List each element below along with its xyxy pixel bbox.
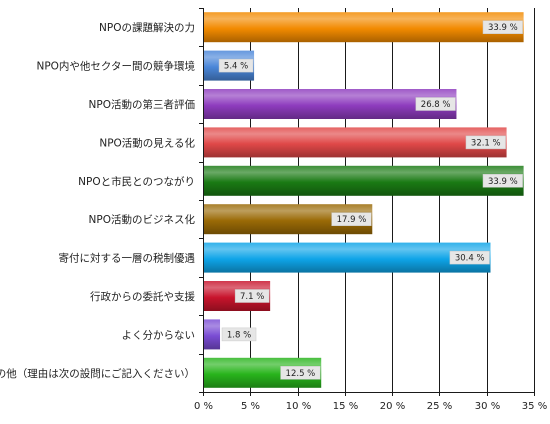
data-label-text: 1.8 % <box>227 330 251 340</box>
data-label: 17.9 % <box>331 212 372 226</box>
category-label: NPO活動の見える化 <box>99 136 195 149</box>
x-tick-label: 20 % <box>380 401 405 412</box>
bar <box>204 89 457 119</box>
data-label-box <box>415 97 456 111</box>
x-tick-label: 15 % <box>333 401 358 412</box>
axes <box>199 8 535 396</box>
data-label-box <box>482 174 523 188</box>
data-label: 30.4 % <box>449 250 490 265</box>
x-tick-label: 10 % <box>286 401 311 412</box>
category-label: よく分からない <box>122 329 196 341</box>
data-label-box <box>234 289 270 303</box>
category-label: NPO活動のビジネス化 <box>89 213 196 226</box>
data-label: 32.1 % <box>465 135 506 150</box>
data-label-text: 32.1 % <box>471 138 501 148</box>
x-tick-label: 35 % <box>522 401 547 412</box>
category-labels: NPOの課題解決の力 NPO内や他セクター間の競争環境 NPO活動の第三者評価 NPO… <box>0 21 195 380</box>
data-label-box <box>331 212 372 226</box>
data-label: 12.5 % <box>280 366 321 380</box>
data-label-box <box>482 20 523 34</box>
data-label-text: 33.9 % <box>488 23 518 33</box>
data-label: 33.9 % <box>482 20 523 34</box>
data-label-box <box>221 327 257 342</box>
x-tick-label: 30 % <box>475 401 500 412</box>
category-label: NPO活動の第三者評価 <box>89 98 195 111</box>
category-label: 行政からの委託や支援 <box>90 290 195 303</box>
data-label-text: 17.9 % <box>337 215 367 225</box>
data-label-text: 30.4 % <box>455 254 485 264</box>
data-label: 26.8 % <box>415 97 456 111</box>
data-label-text: 5.4 % <box>224 62 248 72</box>
data-label-box <box>280 366 321 380</box>
bar <box>204 127 507 158</box>
data-label: 5.4 % <box>218 58 254 73</box>
data-label-text: 7.1 % <box>240 292 264 302</box>
bar <box>204 165 524 196</box>
x-tick-labels: 0 % 5 % 10 % 15 % 20 % 25 % 30 % 35 % <box>194 401 547 412</box>
bar <box>204 319 221 350</box>
x-tick-label: 0 % <box>194 401 213 412</box>
data-label-box <box>465 135 506 150</box>
category-label: その他（理由は次の設問にご記入ください） <box>0 367 195 380</box>
x-tick-label: 25 % <box>427 401 452 412</box>
category-label: 寄付に対する一層の税制優遇 <box>59 252 196 265</box>
data-labels: 33.9 % 5.4 % 26.8 % 32.1 % 33.9 % 17.9 % 30.4 … <box>218 20 523 380</box>
data-label-box <box>218 58 254 73</box>
data-label-text: 12.5 % <box>286 369 316 379</box>
x-tick-label: 5 % <box>241 401 260 412</box>
data-label-text: 33.9 % <box>488 177 518 187</box>
data-label-box <box>449 250 490 265</box>
data-label: 7.1 % <box>234 289 270 303</box>
data-label: 33.9 % <box>482 174 523 188</box>
category-label: NPOと市民とのつながり <box>78 175 195 188</box>
category-label: NPO内や他セクター間の競争環境 <box>36 60 195 73</box>
category-label: NPOの課題解決の力 <box>99 21 195 34</box>
bar <box>204 12 524 43</box>
bar <box>204 242 491 273</box>
data-label-text: 26.8 % <box>421 100 451 110</box>
data-label: 1.8 % <box>221 327 257 342</box>
